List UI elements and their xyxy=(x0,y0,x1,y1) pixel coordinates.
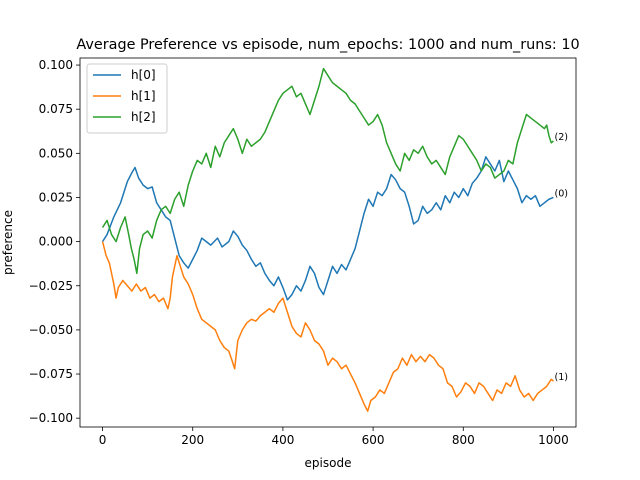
series-end-label-1: (1) xyxy=(554,372,568,383)
y-axis: −0.100 −0.075 −0.050 −0.025 0.000 0.025 0.050 0… xyxy=(29,58,80,425)
legend-label-0: h[0] xyxy=(131,68,156,82)
series-end-label-0: (0) xyxy=(554,188,568,199)
x-tick-label: 0 xyxy=(99,433,107,447)
chart-title: Average Preference vs episode, num_epoch… xyxy=(76,37,579,53)
y-tick-label: 0.050 xyxy=(39,146,73,160)
series-end-labels: (0) (1) (2) xyxy=(554,132,568,383)
x-axis: 0 200 400 600 800 1000 xyxy=(99,427,569,447)
y-tick-label: 0.100 xyxy=(39,58,73,72)
x-axis-title: episode xyxy=(305,456,352,470)
series-end-label-2: (2) xyxy=(554,132,568,143)
y-tick-label: −0.075 xyxy=(29,367,73,381)
y-tick-label: 0.075 xyxy=(39,102,73,116)
legend-box xyxy=(86,63,168,134)
x-tick-label: 400 xyxy=(271,433,294,447)
series-line-1 xyxy=(101,241,554,412)
series-line-0 xyxy=(101,156,554,301)
legend-label-2: h[2] xyxy=(131,110,156,124)
y-tick-label: 0.025 xyxy=(39,190,73,204)
x-tick-label: 600 xyxy=(362,433,385,447)
x-tick-label: 200 xyxy=(181,433,204,447)
x-tick-label: 1000 xyxy=(538,433,569,447)
plot-frame xyxy=(79,57,577,428)
legend: h[0] h[1] h[2] xyxy=(86,63,168,134)
legend-label-1: h[1] xyxy=(131,89,156,103)
series-line-2 xyxy=(101,67,554,275)
y-tick-label: −0.100 xyxy=(29,411,73,425)
series-layer xyxy=(101,67,554,412)
y-tick-label: −0.050 xyxy=(29,323,73,337)
y-axis-title: preference xyxy=(1,210,15,275)
y-tick-label: 0.000 xyxy=(39,235,73,249)
y-tick-label: −0.025 xyxy=(29,279,73,293)
x-tick-label: 800 xyxy=(452,433,475,447)
